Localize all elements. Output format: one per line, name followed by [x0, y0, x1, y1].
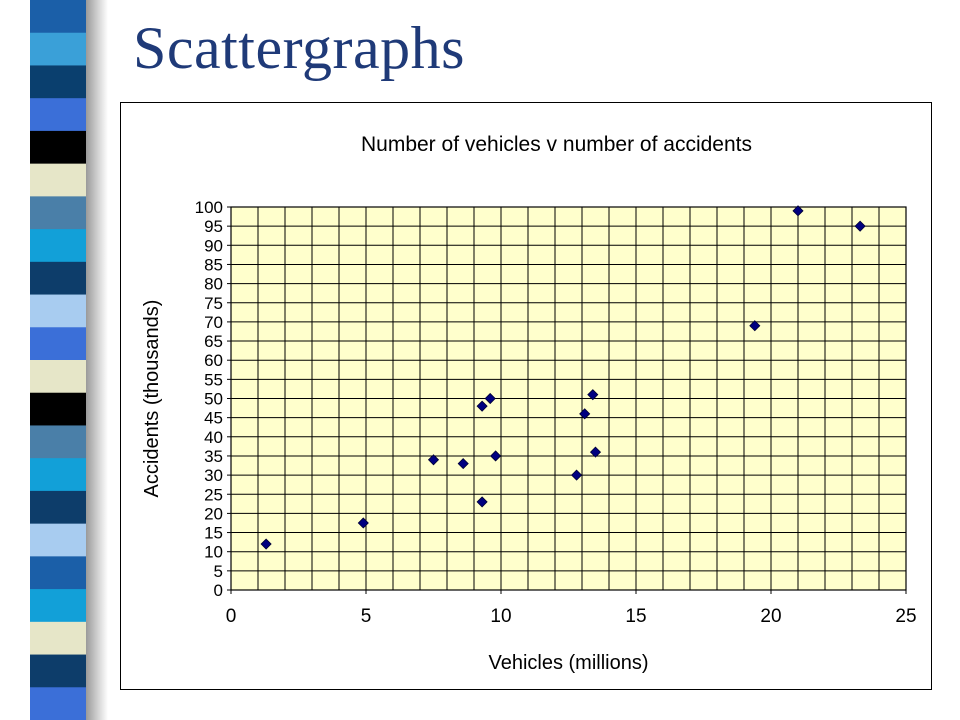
stripe-block — [30, 294, 86, 328]
data-point — [749, 320, 761, 332]
y-tick-label: 65 — [204, 332, 223, 351]
data-point — [260, 538, 272, 550]
stripe-block — [30, 327, 86, 361]
stripe-block — [30, 0, 86, 34]
y-tick-label: 25 — [204, 485, 223, 504]
x-tick-label: 20 — [760, 606, 781, 627]
stripe-block — [30, 621, 86, 656]
slide-title: Scattergraphs — [133, 15, 465, 81]
data-point — [476, 400, 488, 412]
stripe-block — [30, 360, 86, 394]
y-axis-label: Accidents (thousands) — [141, 300, 163, 498]
y-tick-label: 0 — [214, 581, 223, 600]
stripe-block — [30, 229, 86, 263]
y-tick-label: 95 — [204, 217, 223, 236]
stripe-block — [30, 425, 86, 459]
stripe-block — [30, 589, 86, 623]
x-tick-label: 0 — [226, 606, 237, 627]
data-point — [571, 469, 583, 481]
y-tick-label: 40 — [204, 428, 223, 447]
stripe-block — [30, 523, 86, 557]
scatter-chart: 0510152025303540455055606570758085909510… — [141, 133, 917, 674]
y-tick-label: 35 — [204, 447, 223, 466]
data-point — [792, 205, 804, 217]
x-tick-label: 25 — [895, 606, 916, 627]
y-tick-label: 55 — [204, 370, 223, 389]
y-tick-label: 85 — [204, 255, 223, 274]
stripe-shadow — [86, 0, 108, 720]
stripe-block — [30, 490, 86, 525]
data-point — [579, 408, 591, 420]
stripe-block — [30, 654, 86, 688]
data-point — [854, 220, 866, 232]
y-tick-label: 5 — [214, 562, 223, 581]
data-point — [587, 389, 599, 401]
y-tick-label: 80 — [204, 275, 223, 294]
x-tick-label: 5 — [361, 606, 372, 627]
stripe-block — [30, 98, 86, 132]
data-point — [589, 446, 602, 458]
y-tick-label: 15 — [204, 524, 223, 543]
chart-frame: 0 5 10 15 20 25 30 35 40 45 50 55 60 65 70 75 80 85 90 95 10… — [120, 102, 932, 690]
y-tick-label: 45 — [204, 409, 223, 428]
chart-title: Number of vehicles v number of accidents — [361, 133, 752, 156]
stripe-block — [30, 392, 86, 426]
stripe-block — [30, 130, 86, 165]
y-tick-label: 100 — [195, 198, 223, 217]
stripe-block — [30, 65, 86, 99]
stripe-block — [30, 163, 86, 197]
x-tick-label: 15 — [625, 606, 646, 627]
data-point — [457, 458, 469, 470]
stripe-block — [30, 32, 86, 66]
y-tick-label: 30 — [204, 466, 223, 485]
y-tick-label: 75 — [204, 294, 223, 313]
y-tick-label: 20 — [204, 504, 223, 523]
stripe-block — [30, 196, 86, 230]
y-tick-label: 90 — [204, 236, 223, 255]
data-point — [476, 496, 488, 508]
decorative-stripe — [30, 0, 86, 720]
stripe-block — [30, 458, 86, 492]
y-tick-label: 50 — [204, 390, 223, 409]
y-tick-label: 60 — [204, 351, 223, 370]
y-tick-label: 70 — [204, 313, 223, 332]
data-point — [484, 392, 496, 405]
stripe-block — [30, 556, 86, 590]
stripe-block — [30, 261, 86, 296]
data-point — [490, 450, 502, 462]
x-tick-label: 10 — [490, 606, 511, 627]
data-point — [427, 454, 440, 466]
data-point — [357, 517, 369, 529]
x-axis-label: Vehicles (millions) — [488, 652, 648, 674]
y-tick-label: 10 — [204, 543, 223, 562]
stripe-block — [30, 687, 86, 720]
